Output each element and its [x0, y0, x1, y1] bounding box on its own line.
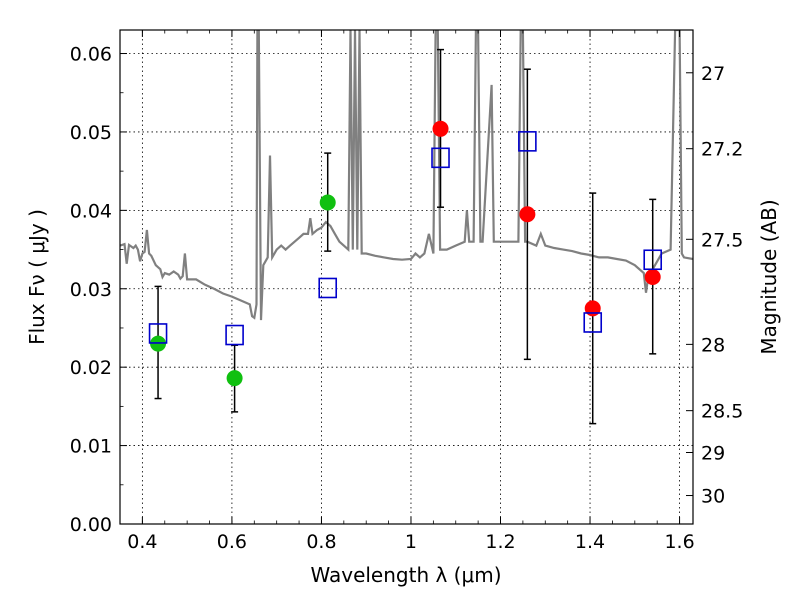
model-spectrum	[120, 30, 693, 321]
y-axis-label: Flux Fν ( μJy )	[25, 209, 49, 345]
x-tick-label: 0.8	[306, 531, 336, 553]
y-tick-label: 0.03	[70, 279, 112, 301]
axis-ticks: 0.4 0.6 0.8 1 1.2 1.4 1.6 0.00 0.01 0.02 0.03 0.04 0…	[70, 30, 743, 553]
model-box-marker	[643, 249, 663, 271]
y2-tick-label: 28.5	[701, 401, 743, 423]
model-box-marker	[148, 323, 168, 344]
red-point	[432, 120, 449, 137]
y-tick-label: 0.06	[70, 44, 112, 66]
y2-tick-label: 30	[701, 486, 725, 508]
model-box-marker	[583, 312, 603, 333]
red-point	[644, 269, 661, 285]
plot-background	[120, 30, 693, 524]
x-tick-label: 1	[405, 531, 417, 553]
y2-tick-label: 27	[701, 63, 725, 85]
y2-axis-label: Magnitude (AB)	[757, 199, 781, 354]
model-box-marker	[318, 277, 338, 299]
x-tick-label: 1.2	[485, 531, 515, 553]
y2-tick-label: 27.2	[701, 139, 743, 161]
x-tick-label: 1.4	[575, 531, 605, 553]
model-box-marker	[225, 324, 244, 346]
red-point	[584, 300, 601, 317]
x-tick-label: 0.6	[217, 531, 247, 553]
y-tick-label: 0.01	[70, 436, 112, 458]
y2-tick-label: 29	[701, 442, 725, 464]
y2-tick-label: 27.5	[701, 229, 743, 251]
y2-tick-label: 28	[701, 334, 725, 356]
model-spectrum-line	[120, 30, 693, 321]
y-tick-label: 0.05	[70, 122, 112, 144]
plot-frame	[119, 29, 694, 525]
green-point	[226, 370, 243, 387]
green-point	[319, 194, 336, 211]
y-tick-label: 0.02	[70, 357, 112, 379]
y-tick-label: 0.04	[70, 200, 112, 222]
model-box-marker	[518, 131, 537, 152]
model-box-marker	[431, 147, 450, 169]
y-tick-label: 0.00	[70, 514, 112, 536]
x-tick-label: 0.4	[127, 531, 157, 553]
x-axis-label: Wavelength λ (μm)	[310, 563, 501, 587]
data-markers	[148, 48, 663, 425]
x-tick-label: 1.6	[664, 531, 694, 553]
red-point	[519, 206, 536, 223]
